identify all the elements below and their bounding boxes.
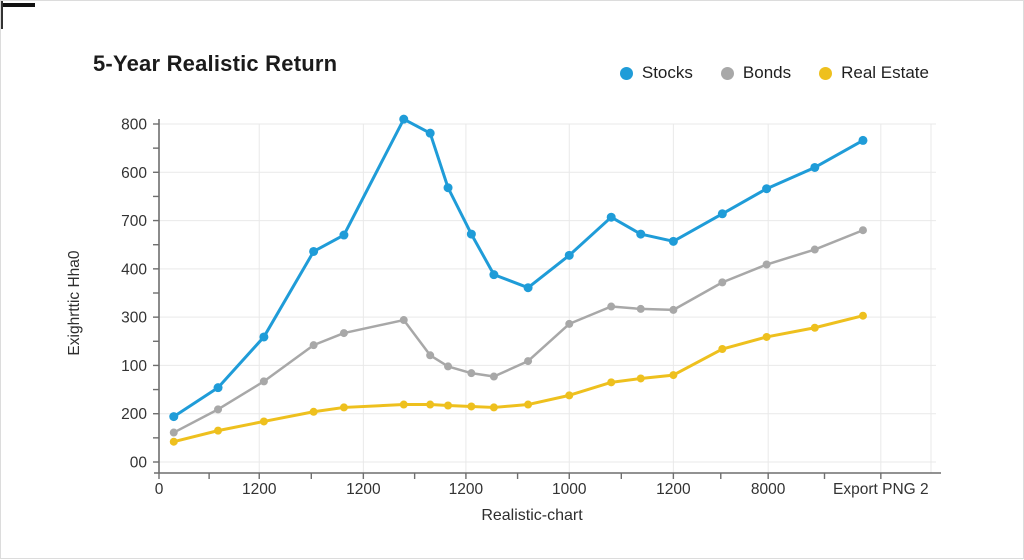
- data-point: [524, 400, 533, 409]
- x-tick-label: 0: [155, 481, 164, 498]
- data-point: [309, 246, 319, 256]
- data-point: [810, 162, 820, 172]
- y-tick-label: 100: [121, 358, 147, 375]
- series-real-estate: [169, 311, 867, 446]
- data-point: [214, 426, 223, 435]
- data-point: [489, 270, 499, 280]
- data-point: [467, 402, 476, 411]
- data-point: [169, 412, 179, 422]
- legend-label: Bonds: [742, 63, 792, 82]
- data-point: [669, 305, 678, 314]
- data-point: [718, 278, 727, 287]
- export-png-button[interactable]: Export PNG 2: [833, 481, 929, 498]
- data-point: [169, 428, 178, 437]
- y-axis-title: Exighrttic Hha0: [66, 250, 83, 355]
- y-tick-label: 400: [121, 261, 147, 278]
- data-point: [762, 332, 771, 341]
- gridlines: [159, 123, 936, 473]
- data-point: [399, 400, 408, 409]
- x-tick-label: 8000: [751, 481, 786, 498]
- x-tick-label: 1200: [346, 481, 381, 498]
- data-point: [523, 283, 533, 293]
- x-axis-title: Realistic-chart: [481, 507, 583, 524]
- data-point: [444, 362, 453, 371]
- data-point: [489, 372, 498, 381]
- legend-item-real-estate[interactable]: Real Estate: [819, 63, 929, 83]
- legend-dot-icon: [819, 66, 833, 80]
- data-point: [466, 229, 476, 239]
- x-tick-label: 1200: [242, 481, 277, 498]
- y-tick-label: 700: [121, 213, 147, 230]
- data-point: [606, 212, 616, 222]
- x-tick-label: 1000: [552, 481, 587, 498]
- x-tick-label: 1200: [656, 481, 691, 498]
- data-point: [858, 135, 868, 145]
- data-point: [762, 184, 772, 194]
- x-tick-label: 1200: [449, 481, 484, 498]
- data-point: [524, 357, 533, 366]
- data-point: [339, 403, 348, 412]
- data-point: [426, 351, 435, 360]
- data-point: [718, 345, 727, 354]
- data-point: [636, 374, 645, 383]
- data-point: [339, 230, 349, 240]
- data-point: [259, 332, 269, 342]
- series-stocks: [169, 114, 868, 422]
- data-point: [399, 316, 408, 325]
- legend-dot-icon: [619, 66, 633, 80]
- data-point: [259, 377, 268, 386]
- data-point: [810, 245, 819, 254]
- legend-dot-icon: [720, 66, 734, 80]
- data-point: [426, 400, 435, 409]
- legend-item-bonds[interactable]: Bonds: [720, 63, 792, 83]
- legend-item-stocks[interactable]: Stocks: [619, 63, 693, 83]
- data-point: [669, 371, 678, 380]
- corner-mark: [1, 3, 35, 7]
- data-point: [762, 260, 771, 269]
- data-point: [565, 391, 574, 400]
- data-point: [259, 417, 268, 426]
- y-tick-label: 600: [121, 165, 147, 182]
- data-point: [858, 226, 867, 235]
- data-point: [607, 302, 616, 311]
- data-point: [309, 341, 318, 350]
- y-tick-label: 300: [121, 310, 147, 327]
- legend: Stocks Bonds Real Estate: [619, 63, 929, 83]
- data-point: [668, 236, 678, 246]
- data-point: [339, 329, 348, 338]
- data-point: [467, 369, 476, 378]
- data-point: [717, 209, 727, 219]
- data-point: [309, 407, 318, 416]
- data-point: [564, 250, 574, 260]
- y-tick-label: 800: [121, 117, 147, 134]
- chart-title: 5-Year Realistic Return: [93, 51, 338, 76]
- data-point: [810, 323, 819, 332]
- data-point: [213, 383, 223, 393]
- data-point: [444, 401, 453, 410]
- data-point: [607, 378, 616, 387]
- data-point: [565, 319, 574, 328]
- data-point: [858, 311, 867, 320]
- data-point: [399, 114, 409, 124]
- legend-label: Real Estate: [841, 63, 929, 82]
- data-point: [169, 437, 178, 446]
- data-point: [443, 183, 453, 193]
- y-tick-label: 00: [130, 455, 148, 472]
- data-point: [425, 128, 435, 138]
- series-bonds: [169, 226, 867, 437]
- data-point: [636, 304, 645, 313]
- legend-label: Stocks: [641, 63, 693, 82]
- data-point: [636, 229, 646, 239]
- y-tick-label: 200: [121, 406, 147, 423]
- data-point: [214, 405, 223, 414]
- corner-mark-left: [1, 1, 3, 29]
- data-point: [489, 403, 498, 412]
- axes: [153, 119, 941, 479]
